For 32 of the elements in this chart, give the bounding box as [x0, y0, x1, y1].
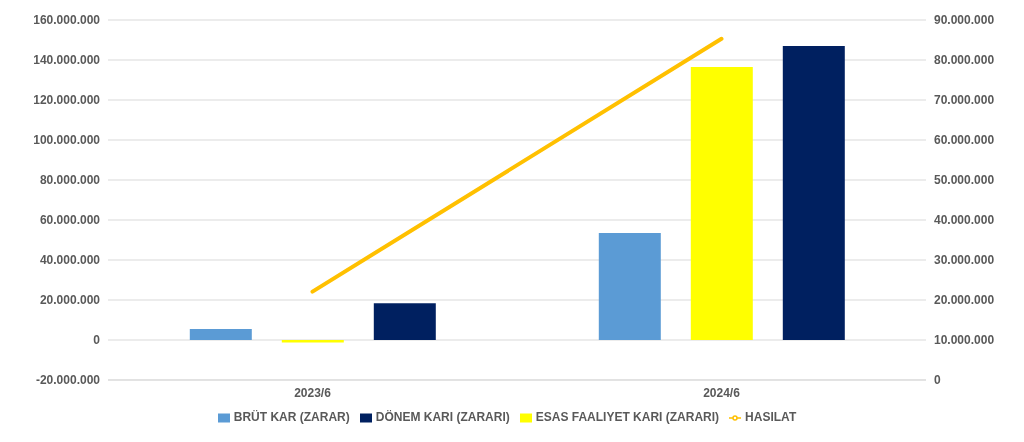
- y2-tick-label: 60.000.000: [934, 133, 995, 148]
- y-tick-label: 80.000.000: [39, 173, 101, 188]
- bar: [598, 233, 661, 340]
- y2-tick-label: 50.000.000: [934, 173, 995, 188]
- bar: [373, 303, 436, 340]
- x-tick-label: 2023/6: [294, 385, 332, 400]
- legend-label: HASILAT: [745, 410, 797, 424]
- legend-label: BRÜT KAR (ZARAR): [233, 410, 350, 424]
- y2-tick-label: 30.000.000: [934, 253, 995, 268]
- bar: [189, 329, 252, 340]
- y-tick-label: 100.000.000: [33, 133, 101, 148]
- y-tick-label: 0: [93, 333, 101, 348]
- y-tick-label: 120.000.000: [33, 93, 101, 108]
- y-tick-label: -20.000.000: [35, 373, 101, 388]
- bar: [782, 46, 845, 340]
- y-tick-label: 160.000.000: [33, 13, 101, 28]
- y2-tick-label: 10.000.000: [934, 333, 995, 348]
- y-tick-label: 40.000.000: [39, 253, 101, 268]
- y-tick-label: 60.000.000: [39, 213, 101, 228]
- y-tick-label: 20.000.000: [39, 293, 101, 308]
- bar: [690, 67, 753, 340]
- x-tick-label: 2024/6: [703, 385, 741, 400]
- y2-tick-label: 80.000.000: [934, 53, 995, 68]
- legend-label: DÖNEM KARI (ZARARI): [375, 410, 510, 424]
- y2-tick-label: 70.000.000: [934, 93, 995, 108]
- y2-tick-label: 40.000.000: [934, 213, 995, 228]
- y2-tick-label: 20.000.000: [934, 293, 995, 308]
- legend-label: ESAS FAALIYET KARI (ZARARI): [535, 410, 720, 424]
- bar: [281, 340, 344, 343]
- y2-tick-label: 0: [934, 373, 941, 388]
- y2-tick-label: 90.000.000: [934, 13, 995, 28]
- y-tick-label: 140.000.000: [33, 53, 101, 68]
